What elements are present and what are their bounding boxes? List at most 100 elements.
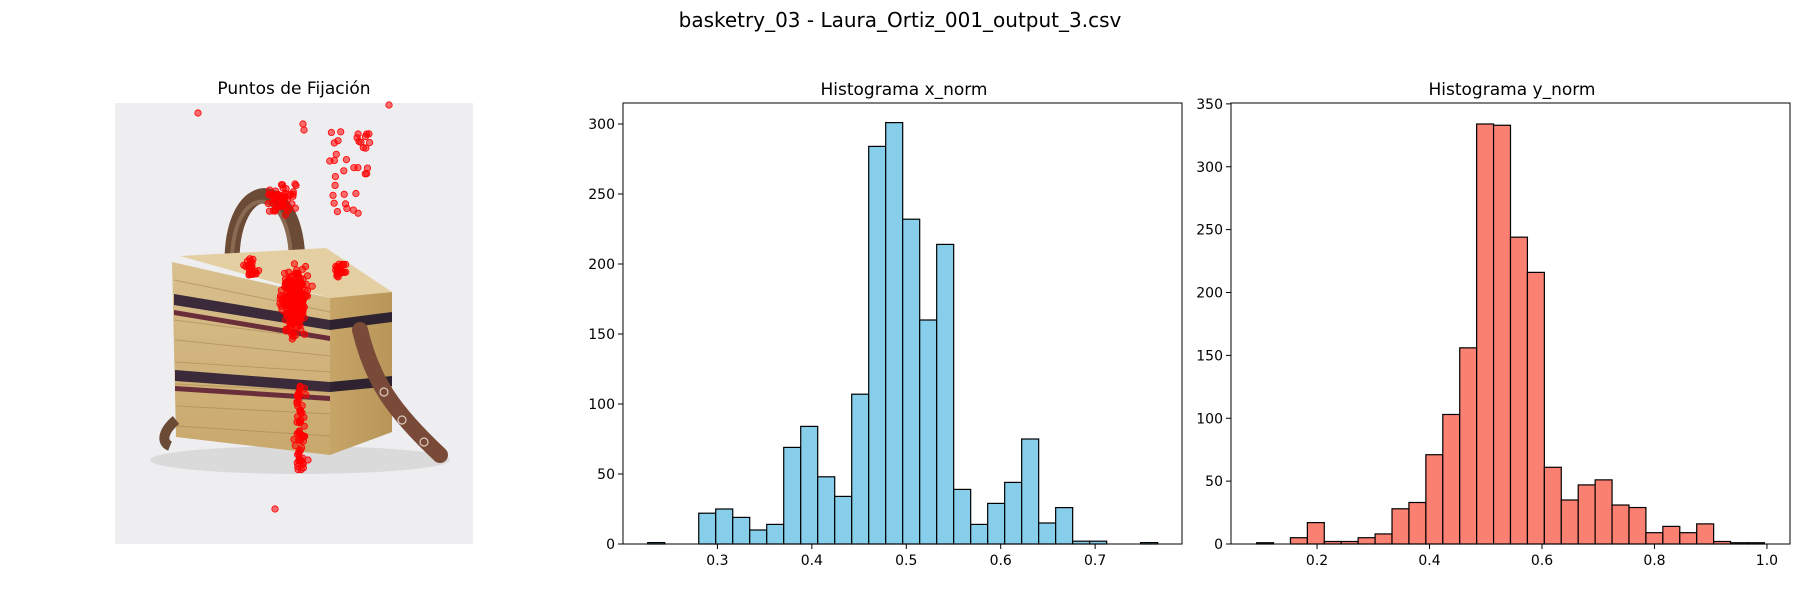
hist-y-bar xyxy=(1492,124,1512,545)
hist-y-bar xyxy=(1628,506,1647,545)
fixation-point xyxy=(249,255,257,263)
hist-y-bar xyxy=(1645,532,1664,545)
hist-x-bar xyxy=(851,393,870,545)
hist-y-bar xyxy=(1306,522,1325,545)
fixation-point xyxy=(286,321,295,329)
hist-y-ytick-label: 350 xyxy=(1196,97,1223,113)
fixation-point xyxy=(340,190,348,198)
hist-y-bar xyxy=(1476,123,1495,545)
hist-x-bar xyxy=(749,529,768,545)
fixation-point xyxy=(300,330,309,338)
fixation-point xyxy=(295,448,303,456)
hist-x-frame xyxy=(622,102,1183,545)
hist-y-bar xyxy=(1442,413,1461,545)
hist-y-xtick-label: 0.6 xyxy=(1531,553,1553,569)
hist-x-xtick-label: 0.7 xyxy=(1084,553,1106,569)
fixation-point xyxy=(294,391,302,399)
hist-x-ytick-label: 200 xyxy=(588,257,615,273)
histogram-x-norm: Histograma x_norm 0.3 0.4 0.5 0.6 0.7 0 50 100 1… xyxy=(588,80,1183,569)
fixation-point xyxy=(293,398,301,406)
fixation-point xyxy=(327,128,335,137)
hist-x-bar xyxy=(953,488,972,545)
hist-x-bar xyxy=(715,508,734,545)
hist-x-bar xyxy=(987,502,1006,545)
fixation-point xyxy=(279,297,288,305)
hist-x-bar xyxy=(1038,522,1057,545)
fixation-points xyxy=(194,101,393,513)
fixation-point xyxy=(286,290,294,299)
hist-y-bar xyxy=(1594,479,1613,545)
hist-y-bar xyxy=(1611,504,1630,545)
figure-suptitle: basketry_03 - Laura_Ortiz_001_output_3.c… xyxy=(679,8,1122,32)
fixation-point xyxy=(342,156,350,164)
fixation-point xyxy=(330,199,338,207)
hist-y-ytick-label: 100 xyxy=(1196,411,1223,427)
fixation-point xyxy=(340,167,348,175)
hist-x-xtick-label: 0.3 xyxy=(706,553,728,569)
hist-x-bar xyxy=(766,523,785,545)
hist-x-bar xyxy=(902,218,921,545)
hist-y-bar xyxy=(1526,271,1545,545)
histogram-x-title: Histograma x_norm xyxy=(821,80,988,100)
fixation-point xyxy=(248,269,256,278)
fixation-point xyxy=(357,138,365,146)
histogram-x-axes: 0.3 0.4 0.5 0.6 0.7 0 50 100 150 200 250 300 xyxy=(588,102,1183,569)
hist-y-bar xyxy=(1459,347,1478,545)
fixation-point xyxy=(334,137,342,145)
fixation-point xyxy=(288,299,296,307)
fixation-point xyxy=(278,201,286,209)
fixation-point xyxy=(365,139,374,147)
fixation-point xyxy=(304,456,312,464)
hist-x-xtick-label: 0.4 xyxy=(801,553,823,569)
fixation-point xyxy=(295,429,303,437)
hist-y-bar xyxy=(1543,466,1562,545)
hist-y-xtick-label: 0.8 xyxy=(1643,553,1665,569)
fixation-point xyxy=(337,267,346,275)
fixation-point xyxy=(299,296,307,305)
fixation-point xyxy=(282,304,291,312)
basket-photo xyxy=(115,103,473,544)
hist-y-bar xyxy=(1408,501,1427,545)
fixation-point xyxy=(331,173,339,181)
fixation-point xyxy=(352,189,360,198)
image-panel-title: Puntos de Fijación xyxy=(217,79,370,99)
fixation-point xyxy=(297,415,305,424)
hist-y-bar xyxy=(1357,537,1376,545)
hist-y-bar xyxy=(1662,525,1681,545)
fixation-point xyxy=(333,208,341,216)
hist-x-bar xyxy=(1055,507,1074,545)
fixation-point xyxy=(294,465,302,474)
fixation-point xyxy=(289,311,298,319)
fixation-point xyxy=(362,144,370,152)
fixation-point xyxy=(194,109,202,117)
fixation-point xyxy=(297,310,306,318)
hist-y-xtick-label: 0.4 xyxy=(1418,553,1440,569)
fixation-point xyxy=(291,180,299,188)
fixation-point xyxy=(289,188,297,196)
hist-y-bar xyxy=(1696,523,1715,545)
hist-x-bar xyxy=(885,121,904,545)
fixation-point xyxy=(298,265,307,273)
fixation-point xyxy=(299,275,307,283)
fixation-point xyxy=(365,130,373,138)
fixation-point xyxy=(288,200,296,208)
histogram-y-axes: 0.2 0.4 0.6 0.8 1.0 0 50 100 150 200 250 300 350 xyxy=(1196,97,1791,569)
hist-y-xtick-label: 1.0 xyxy=(1756,553,1778,569)
fixation-point xyxy=(299,120,307,128)
hist-x-bar xyxy=(698,512,717,545)
fixation-point xyxy=(353,134,361,142)
fixation-point xyxy=(385,101,393,109)
fixation-point xyxy=(289,332,297,340)
hist-y-ytick-label: 300 xyxy=(1196,160,1223,176)
hist-x-bar xyxy=(919,319,938,545)
fixation-point xyxy=(331,181,339,189)
hist-y-bar xyxy=(1560,499,1579,545)
hist-x-xtick-label: 0.5 xyxy=(895,553,917,569)
hist-x-ytick-label: 100 xyxy=(588,397,615,413)
fixation-point xyxy=(363,170,371,178)
hist-x-bar xyxy=(817,476,836,545)
fixation-point xyxy=(280,269,289,277)
hist-x-bar xyxy=(834,495,853,545)
histogram-y-title: Histograma y_norm xyxy=(1429,80,1596,100)
fixation-point xyxy=(354,164,362,172)
